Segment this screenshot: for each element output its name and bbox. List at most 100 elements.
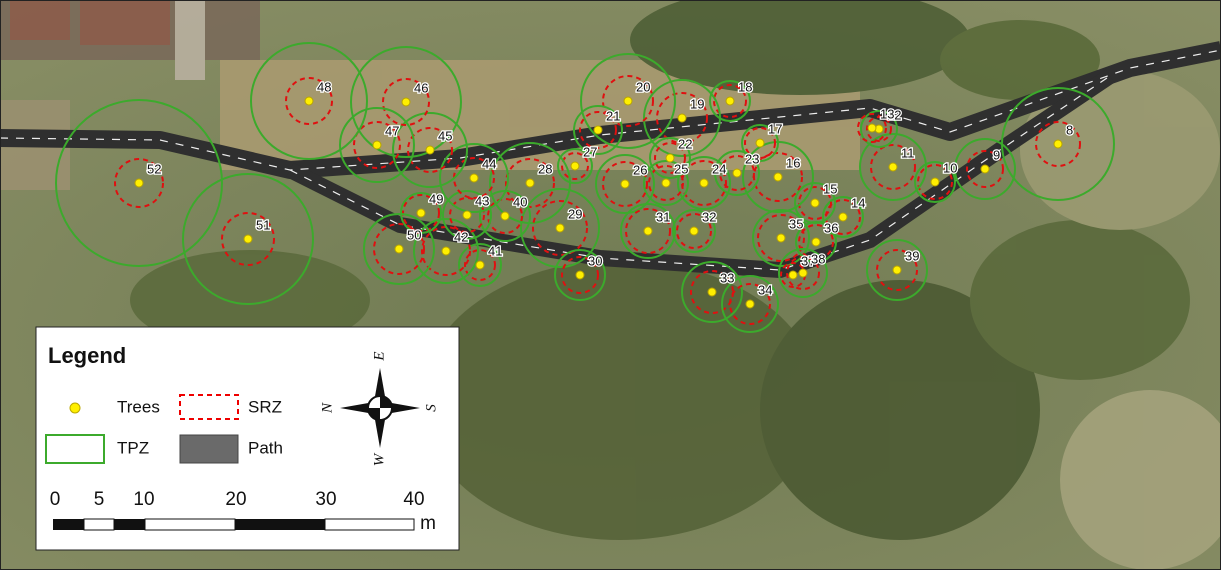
tree-label: 20 — [636, 79, 650, 94]
legend-label: TPZ — [117, 438, 149, 457]
map: 8910111213141516171819202122232425262728… — [0, 0, 1221, 570]
tree-label: 10 — [943, 160, 957, 175]
tree-point — [442, 247, 450, 255]
tree-label: 43 — [475, 193, 489, 208]
tree-label: 51 — [256, 217, 270, 232]
tree-label: 31 — [656, 209, 670, 224]
tree-label: 41 — [488, 243, 502, 258]
tree-label: 19 — [690, 96, 704, 111]
tree-label: 42 — [454, 229, 468, 244]
tree-label: 18 — [738, 79, 752, 94]
tree-label: 9 — [993, 147, 1000, 162]
tree-label: 52 — [147, 161, 161, 176]
tree-label: 40 — [513, 194, 527, 209]
scale-label: 0 — [50, 489, 61, 510]
tree-point — [526, 179, 534, 187]
tree-point — [470, 174, 478, 182]
scale-unit: m — [420, 513, 436, 534]
scale-label: 5 — [94, 489, 105, 510]
tree-label: 16 — [786, 155, 800, 170]
legend-label: Path — [248, 438, 283, 457]
tree-label: 34 — [758, 282, 772, 297]
tree-point — [135, 179, 143, 187]
tree-point — [666, 154, 674, 162]
tree-point — [799, 269, 807, 277]
tree-label: 48 — [317, 79, 331, 94]
tree-point — [756, 139, 764, 147]
tree-label: 45 — [438, 128, 452, 143]
tree-point — [811, 199, 819, 207]
tree-point — [726, 97, 734, 105]
tree-point — [678, 114, 686, 122]
tree-point — [395, 245, 403, 253]
tree-label: 47 — [385, 123, 399, 138]
tree-point — [931, 178, 939, 186]
tree-point — [556, 224, 564, 232]
legend: Legend Trees SRZ TPZ Path N E S W — [36, 327, 459, 550]
compass-label: N — [319, 402, 335, 414]
tree-point — [733, 169, 741, 177]
compass-label: E — [371, 351, 387, 361]
tree-point — [621, 180, 629, 188]
tree-point — [373, 141, 381, 149]
tree-point — [594, 126, 602, 134]
tree-point — [305, 97, 313, 105]
tree-point — [476, 261, 484, 269]
tree-point — [777, 234, 785, 242]
tree-label: 44 — [482, 156, 496, 171]
tree-label: 13 — [880, 106, 894, 121]
tree-label: 32 — [702, 209, 716, 224]
tree-label: 39 — [905, 248, 919, 263]
tree-label: 23 — [745, 151, 759, 166]
tree-label: 29 — [568, 206, 582, 221]
tree-point — [690, 227, 698, 235]
legend-tree-symbol — [70, 403, 80, 413]
tree-label: 38 — [811, 251, 825, 266]
tree-point — [889, 163, 897, 171]
tree-label: 21 — [606, 108, 620, 123]
tree-point — [812, 238, 820, 246]
tree-label: 14 — [851, 195, 865, 210]
legend-label: SRZ — [248, 397, 282, 416]
scale-label: 10 — [133, 489, 154, 510]
compass-label: S — [423, 404, 439, 412]
tree-point — [789, 271, 797, 279]
legend-path-symbol — [180, 435, 238, 463]
scale-label: 30 — [315, 489, 336, 510]
tree-point — [708, 288, 716, 296]
tree-label: 27 — [583, 144, 597, 159]
tree-point — [893, 266, 901, 274]
scale-label: 20 — [225, 489, 246, 510]
tree-point — [662, 179, 670, 187]
scale-bar — [53, 519, 414, 530]
compass-label: W — [371, 452, 387, 466]
tree-point — [402, 98, 410, 106]
tree-label: 35 — [789, 216, 803, 231]
tree-point — [624, 97, 632, 105]
tree-label: 22 — [678, 136, 692, 151]
tree-label: 17 — [768, 121, 782, 136]
legend-title: Legend — [48, 343, 126, 368]
tree-label: 36 — [824, 220, 838, 235]
tree-label: 25 — [674, 161, 688, 176]
tree-point — [426, 146, 434, 154]
tree-point — [700, 179, 708, 187]
tree-label: 46 — [414, 80, 428, 95]
tree-label: 11 — [901, 145, 915, 160]
scale-label: 40 — [403, 489, 424, 510]
tree-point — [571, 162, 579, 170]
tree-label: 33 — [720, 270, 734, 285]
tree-label: 30 — [588, 253, 602, 268]
tree-point — [774, 173, 782, 181]
tree-label: 8 — [1066, 122, 1073, 137]
tree-point — [244, 235, 252, 243]
tree-point — [463, 211, 471, 219]
tree-point — [839, 213, 847, 221]
tree-point — [981, 165, 989, 173]
tree-point — [868, 124, 876, 132]
tree-label: 26 — [633, 162, 647, 177]
tree-point — [417, 209, 425, 217]
tree-label: 24 — [712, 161, 726, 176]
tree-point — [1054, 140, 1062, 148]
tree-point — [576, 271, 584, 279]
